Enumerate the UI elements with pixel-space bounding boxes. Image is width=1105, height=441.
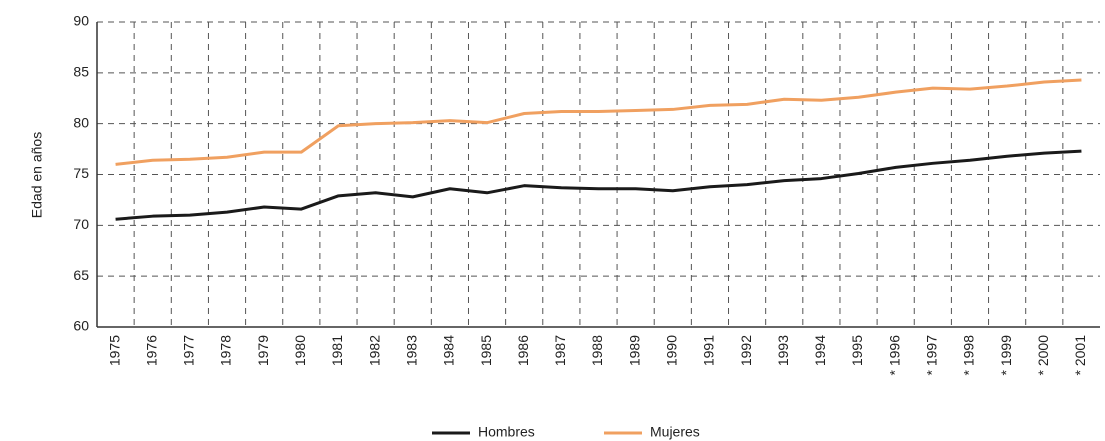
x-tick-label: 1986: [515, 335, 531, 366]
x-tick-label: 1975: [106, 335, 122, 366]
x-tick-label: 1981: [329, 335, 345, 366]
x-tick-label: 1978: [218, 335, 234, 366]
legend-label: Hombres: [478, 424, 535, 440]
y-tick-label: 80: [73, 114, 89, 130]
x-tick-label: 1982: [366, 335, 382, 366]
x-tick-label: 1988: [589, 335, 605, 366]
x-tick-label: 1990: [663, 335, 679, 366]
y-tick-label: 90: [73, 13, 89, 29]
x-tick-label: * 1996: [886, 335, 902, 376]
x-tick-label: 1977: [181, 335, 197, 366]
y-tick-label: 65: [73, 267, 89, 283]
x-tick-label: 1976: [143, 335, 159, 366]
x-tick-label: 1989: [626, 335, 642, 366]
x-tick-label: 1993: [775, 335, 791, 366]
y-axis-label: Edad en años: [29, 132, 45, 218]
x-tick-label: 1979: [255, 335, 271, 366]
x-tick-label: * 2000: [1035, 335, 1051, 376]
y-tick-label: 70: [73, 216, 89, 232]
x-tick-label: 1991: [701, 335, 717, 366]
x-tick-label: 1980: [292, 335, 308, 366]
x-tick-label: 1995: [849, 335, 865, 366]
x-tick-label: * 2001: [1072, 335, 1088, 376]
x-tick-label: 1983: [403, 335, 419, 366]
y-tick-label: 60: [73, 318, 89, 334]
series-line: [115, 78, 1082, 166]
x-tick-label: * 1999: [998, 335, 1014, 376]
legend-label: Mujeres: [650, 424, 700, 440]
x-tick-label: * 1997: [924, 335, 940, 376]
series-line: [115, 149, 1082, 221]
x-tick-label: 1984: [441, 335, 457, 366]
x-tick-label: * 1998: [961, 335, 977, 376]
y-tick-label: 85: [73, 64, 89, 80]
x-tick-label: 1992: [738, 335, 754, 366]
x-tick-label: 1994: [812, 335, 828, 366]
x-tick-label: 1985: [478, 335, 494, 366]
x-tick-label: 1987: [552, 335, 568, 366]
y-tick-label: 75: [73, 165, 89, 181]
